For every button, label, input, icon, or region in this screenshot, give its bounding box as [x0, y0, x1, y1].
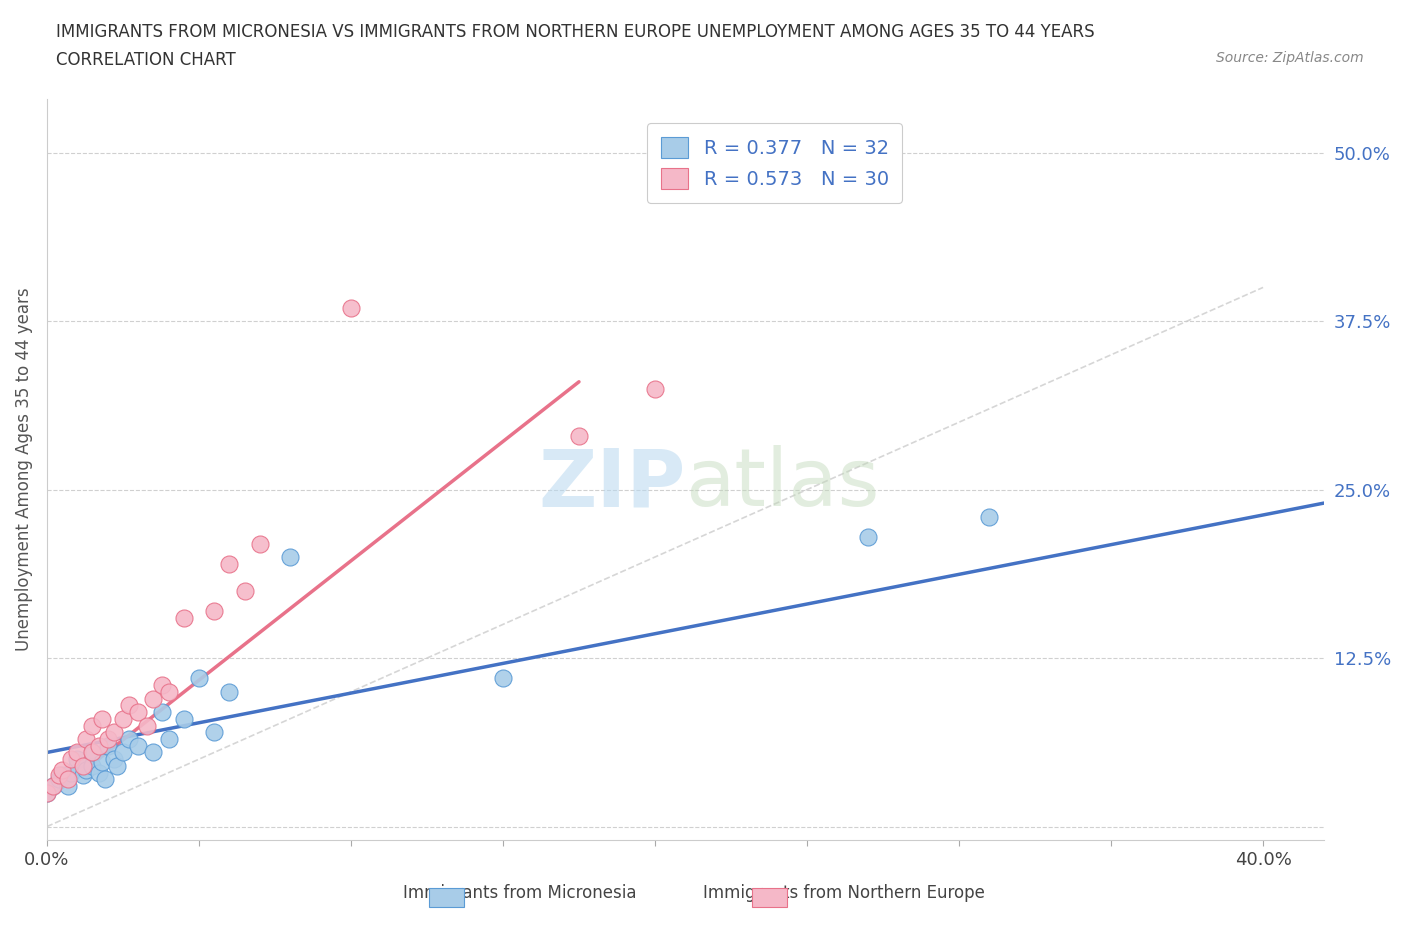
Point — [93, 772, 115, 787]
Point — [979, 509, 1001, 524]
Point — [48, 768, 70, 783]
Point — [152, 678, 174, 693]
Point — [568, 428, 591, 443]
Point — [66, 745, 89, 760]
Point — [90, 711, 112, 726]
Point — [492, 671, 515, 685]
Point — [87, 738, 110, 753]
Y-axis label: Unemployment Among Ages 35 to 44 years: Unemployment Among Ages 35 to 44 years — [15, 287, 32, 651]
Point — [218, 684, 240, 699]
Point — [48, 772, 70, 787]
Legend: R = 0.377   N = 32, R = 0.573   N = 30: R = 0.377 N = 32, R = 0.573 N = 30 — [647, 124, 903, 203]
Point — [97, 738, 120, 753]
Point — [157, 684, 180, 699]
Point — [103, 724, 125, 739]
Point — [249, 536, 271, 551]
Point — [644, 381, 666, 396]
Point — [340, 300, 363, 315]
Point — [75, 732, 97, 747]
Point — [72, 768, 94, 783]
Point — [118, 698, 141, 712]
Point — [127, 705, 149, 720]
Point — [82, 745, 104, 760]
Point — [35, 786, 58, 801]
Text: CORRELATION CHART: CORRELATION CHART — [56, 51, 236, 69]
Point — [42, 778, 65, 793]
Point — [856, 529, 879, 544]
Point — [60, 765, 83, 780]
Text: ZIP: ZIP — [538, 445, 685, 524]
Point — [90, 754, 112, 769]
Point — [202, 604, 225, 618]
Point — [51, 763, 73, 777]
Text: IMMIGRANTS FROM MICRONESIA VS IMMIGRANTS FROM NORTHERN EUROPE UNEMPLOYMENT AMONG: IMMIGRANTS FROM MICRONESIA VS IMMIGRANTS… — [56, 23, 1095, 41]
Point — [173, 711, 195, 726]
Point — [42, 778, 65, 793]
Point — [75, 763, 97, 777]
Point — [56, 778, 79, 793]
Point — [127, 738, 149, 753]
Point — [111, 711, 134, 726]
Point — [56, 772, 79, 787]
Point — [103, 751, 125, 766]
Text: Source: ZipAtlas.com: Source: ZipAtlas.com — [1216, 51, 1364, 65]
Point — [142, 691, 165, 706]
Point — [60, 751, 83, 766]
Point — [233, 583, 256, 598]
Point — [66, 751, 89, 766]
Point — [66, 759, 89, 774]
Point — [82, 759, 104, 774]
Point — [51, 768, 73, 783]
Point — [35, 786, 58, 801]
Point — [187, 671, 209, 685]
Point — [97, 732, 120, 747]
Point — [157, 732, 180, 747]
Point — [152, 705, 174, 720]
Point — [202, 724, 225, 739]
Text: Immigrants from Northern Europe: Immigrants from Northern Europe — [703, 884, 984, 902]
Text: Immigrants from Micronesia: Immigrants from Micronesia — [404, 884, 637, 902]
Point — [82, 745, 104, 760]
Point — [82, 718, 104, 733]
Point — [72, 759, 94, 774]
Text: atlas: atlas — [685, 445, 880, 524]
Point — [218, 556, 240, 571]
Point — [142, 745, 165, 760]
Point — [278, 550, 301, 565]
Point — [118, 732, 141, 747]
Point — [105, 759, 128, 774]
Point — [111, 745, 134, 760]
Point — [87, 765, 110, 780]
Point — [136, 718, 159, 733]
Point — [173, 610, 195, 625]
